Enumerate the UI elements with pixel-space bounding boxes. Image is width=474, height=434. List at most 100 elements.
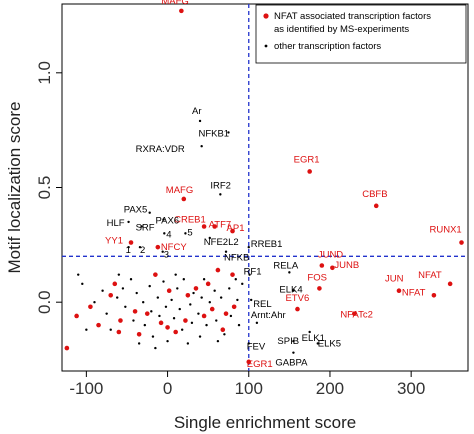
nfat-factor-label: JUND xyxy=(318,249,343,260)
nfat-factor-point xyxy=(118,318,123,323)
nfat-factor-point xyxy=(144,311,150,316)
other-factor-point xyxy=(162,218,165,221)
nfat-factor-label: JUN xyxy=(385,274,404,285)
nfat-factor-point xyxy=(352,311,357,316)
other-factor-point xyxy=(176,287,179,290)
other-factor-label: ELK4 xyxy=(279,285,302,296)
other-factor-label: SPIB xyxy=(277,336,299,347)
other-factor-point xyxy=(150,310,153,313)
other-factor-point xyxy=(200,296,203,299)
x-axis-title: Single enrichment score xyxy=(174,413,356,432)
other-factor-point xyxy=(236,298,239,302)
other-factor-label: PAX5 xyxy=(124,205,148,216)
other-factor-point xyxy=(255,321,259,325)
other-factor-point xyxy=(189,303,192,306)
other-factor-point xyxy=(224,250,228,253)
other-factor-label: RXRA:VDR xyxy=(136,144,185,155)
nfat-factor-point xyxy=(112,281,118,287)
other-factor-point xyxy=(127,220,130,224)
other-factor-label: PAX6 xyxy=(156,216,180,227)
other-factor-point xyxy=(105,312,108,315)
nfat-factor-label: CBFB xyxy=(362,189,387,200)
other-factor-label: ELK1 xyxy=(302,333,325,344)
other-factor-point xyxy=(190,321,194,325)
legend-marker xyxy=(264,44,268,48)
nfat-factor-point xyxy=(136,332,142,337)
other-factor-label: ELK5 xyxy=(318,338,341,349)
other-factor-point xyxy=(121,287,125,290)
other-factor-point xyxy=(229,314,233,318)
nfat-factor-point xyxy=(132,309,138,314)
other-factor-point xyxy=(234,278,237,281)
nfat-factor-point xyxy=(231,304,237,310)
nfat-factor-label: NFCY xyxy=(161,242,188,253)
nfat-factor-label: JUNB xyxy=(334,260,359,271)
nfat-factor-point xyxy=(193,286,199,291)
other-factor-point xyxy=(93,300,96,304)
other-factor-label: RELA xyxy=(273,260,298,271)
other-factor-point xyxy=(192,291,195,295)
nfat-factor-point xyxy=(223,311,229,316)
other-factor-point xyxy=(174,273,177,276)
other-factor-point xyxy=(117,273,121,276)
nfat-factor-point xyxy=(64,345,70,351)
other-factor-point xyxy=(292,339,295,343)
legend: NFAT associated transcription factors as … xyxy=(255,4,467,64)
x-tick-label: 0 xyxy=(163,379,172,398)
other-factor-label: FEV xyxy=(247,341,266,352)
nfat-factor-point xyxy=(373,203,379,209)
nfat-factor-label: MAFG xyxy=(161,0,188,7)
other-factor-point xyxy=(247,245,250,249)
nfat-factor-label: ATF7 xyxy=(209,219,232,230)
other-factor-point xyxy=(129,278,133,281)
nfat-factor-label: RUNX1 xyxy=(430,225,462,236)
nfat-factor-point xyxy=(220,327,226,333)
nfat-factor-point xyxy=(307,169,312,174)
other-factor-point xyxy=(170,298,173,302)
other-factor-point xyxy=(223,333,226,336)
nfat-factor-label: NFAT xyxy=(418,270,442,281)
nfat-factor-point xyxy=(205,281,211,287)
other-factor-point xyxy=(77,273,80,276)
other-factor-point xyxy=(237,323,241,327)
nfat-factor-point xyxy=(230,228,235,234)
y-tick-label: 0.0 xyxy=(35,290,54,314)
other-factor-point xyxy=(200,145,203,148)
other-factor-point xyxy=(228,287,231,290)
other-factor-label: Ar xyxy=(192,106,202,117)
nfat-factor-point xyxy=(330,265,335,271)
other-factor-point xyxy=(292,351,295,354)
nfat-factor-point xyxy=(88,304,93,310)
other-factor-point xyxy=(127,245,130,249)
other-factor-point xyxy=(166,339,169,343)
nfat-factor-point xyxy=(201,224,207,229)
other-factor-label: RF1 xyxy=(244,267,262,278)
nfat-factor-point xyxy=(201,313,207,319)
other-factor-point xyxy=(142,300,145,304)
nfat-factor-point xyxy=(181,196,187,202)
nfat-factor-label: MAFG xyxy=(166,185,193,196)
nfat-factor-point xyxy=(155,244,161,250)
other-factor-point xyxy=(292,289,295,292)
nfat-factor-point xyxy=(158,320,164,326)
other-factor-point xyxy=(248,273,251,276)
y-tick-label: 0.5 xyxy=(35,176,54,200)
nfat-factor-label: ETV6 xyxy=(285,293,309,304)
other-factor-point xyxy=(137,342,141,345)
nfat-factor-label: NFAT xyxy=(402,287,426,298)
other-factor-label: REL xyxy=(253,299,271,310)
nfat-factor-point xyxy=(317,286,322,291)
other-factor-point xyxy=(216,339,220,343)
nfat-factor-point xyxy=(128,240,134,245)
threshold-lines xyxy=(62,4,468,371)
other-factor-point xyxy=(158,314,161,318)
nfat-factor-point xyxy=(431,293,437,298)
other-factor-label: NFKB xyxy=(224,253,249,264)
other-factor-point xyxy=(138,245,142,249)
other-factor-point xyxy=(132,319,135,322)
nfat-factor-point xyxy=(209,306,215,312)
other-factor-label: RREB1 xyxy=(251,239,283,250)
nfat-factor-point xyxy=(173,329,178,335)
other-factor-point xyxy=(101,289,104,292)
other-factor-point xyxy=(288,271,291,274)
